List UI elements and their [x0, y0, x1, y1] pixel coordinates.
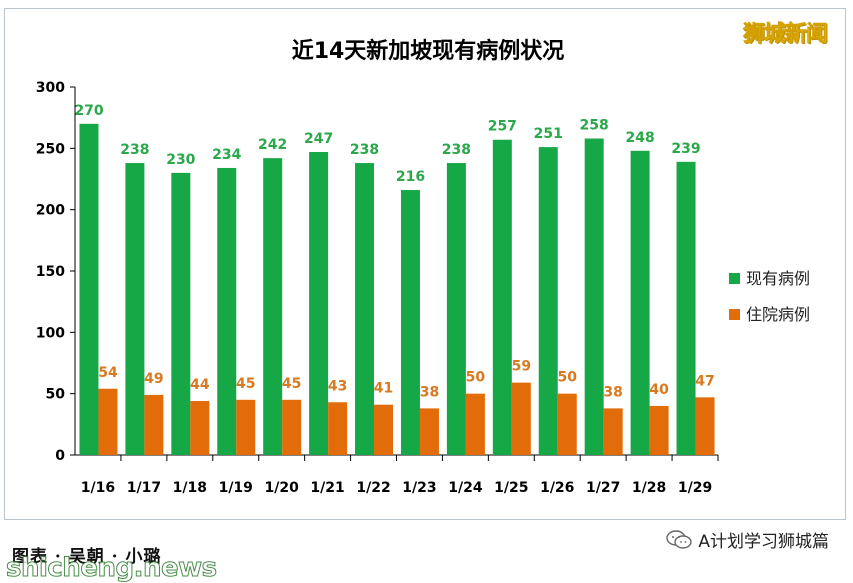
x-tick-label: 1/20 — [265, 480, 300, 496]
bar-current-cases — [171, 172, 191, 455]
y-tick-label: 100 — [36, 325, 65, 341]
data-label-current-cases: 216 — [396, 169, 425, 185]
x-tick-label: 1/22 — [356, 480, 390, 496]
bar-current-cases — [263, 158, 283, 455]
bar-hospitalized — [144, 394, 164, 455]
data-label-current-cases: 242 — [258, 137, 287, 153]
bar-current-cases — [125, 163, 145, 455]
data-label-current-cases: 230 — [166, 152, 195, 168]
brand-logo: 狮城新闻 — [742, 22, 829, 48]
y-tick-label: 300 — [36, 80, 65, 96]
wechat-icon — [666, 529, 693, 549]
x-tick-label: 1/18 — [173, 480, 207, 496]
data-label-hospitalized: 38 — [603, 384, 622, 400]
bar-current-cases — [630, 150, 650, 455]
x-tick-label: 1/25 — [494, 480, 528, 496]
bar-hospitalized — [603, 408, 623, 455]
bar-hospitalized — [511, 382, 531, 455]
data-label-hospitalized: 44 — [190, 377, 210, 393]
data-label-current-cases: 257 — [488, 119, 517, 135]
data-label-hospitalized: 40 — [649, 382, 669, 398]
data-label-current-cases: 251 — [534, 126, 563, 142]
data-label-current-cases: 239 — [671, 141, 700, 157]
bar-hospitalized — [98, 388, 118, 455]
bar-current-cases — [309, 152, 329, 455]
data-label-hospitalized: 47 — [695, 373, 714, 389]
y-axis: 0 50 100 150 200 250 300 — [36, 80, 76, 464]
bar-current-cases — [355, 163, 375, 455]
data-label-hospitalized: 38 — [420, 384, 439, 400]
x-tick-label: 1/16 — [81, 480, 115, 496]
bar-hospitalized — [649, 405, 669, 455]
data-label-current-cases: 238 — [350, 142, 379, 158]
wechat-source: A计划学习狮城篇 — [666, 527, 829, 552]
data-label-hospitalized: 54 — [98, 365, 118, 381]
data-label-current-cases: 248 — [625, 130, 654, 146]
y-tick-label: 0 — [55, 448, 65, 464]
bar-hospitalized — [695, 397, 715, 455]
data-label-hospitalized: 45 — [282, 376, 301, 392]
data-label-hospitalized: 59 — [512, 359, 531, 375]
footer-credit: 图表 · 吴朝 · 小璐 — [12, 547, 162, 567]
data-labels: 270 54 238 49 230 44 234 45 242 45 247 43 238 41 216 38… — [74, 103, 714, 401]
bar-current-cases — [492, 139, 512, 455]
bar-current-cases — [79, 123, 99, 456]
y-tick-label: 250 — [36, 141, 65, 157]
bar-current-cases — [446, 163, 466, 455]
legend-swatch — [729, 273, 740, 284]
bar-current-cases — [217, 167, 237, 455]
data-label-hospitalized: 49 — [144, 371, 163, 387]
bars — [79, 123, 715, 456]
y-tick-label: 50 — [46, 387, 66, 403]
bar-current-cases — [584, 138, 604, 455]
x-tick-label: 1/23 — [402, 480, 436, 496]
data-label-current-cases: 238 — [120, 142, 149, 158]
x-tick-label: 1/17 — [127, 480, 161, 496]
bar-hospitalized — [328, 402, 348, 455]
bar-current-cases — [676, 161, 696, 455]
y-tick-label: 200 — [36, 203, 65, 219]
data-label-current-cases: 247 — [304, 131, 333, 147]
x-axis: 1/16 1/17 1/18 1/19 1/20 1/21 1/22 1/23 1/24 1/25… — [75, 454, 719, 496]
data-label-current-cases: 258 — [580, 118, 609, 134]
x-tick-label: 1/27 — [586, 480, 620, 496]
data-label-hospitalized: 43 — [328, 378, 347, 394]
legend-swatch — [729, 309, 740, 320]
bar-current-cases — [538, 147, 558, 455]
site-watermark: shicheng.news — [6, 553, 218, 583]
bar-hospitalized — [282, 399, 302, 455]
data-label-hospitalized: 45 — [236, 376, 255, 392]
bar-hospitalized — [236, 399, 256, 455]
data-label-current-cases: 270 — [74, 103, 103, 119]
wechat-source-label: A计划学习狮城篇 — [698, 532, 829, 552]
data-label-hospitalized: 50 — [466, 370, 486, 386]
data-label-current-cases: 238 — [442, 142, 471, 158]
data-label-hospitalized: 41 — [374, 381, 393, 397]
x-tick-label: 1/29 — [678, 480, 712, 496]
y-tick-label: 150 — [36, 264, 65, 280]
x-tick-label: 1/28 — [632, 480, 666, 496]
legend-label: 现有病例 — [746, 269, 810, 288]
x-tick-label: 1/21 — [310, 480, 344, 496]
x-tick-label: 1/26 — [540, 480, 574, 496]
chart-title: 近14天新加坡现有病例状况 — [292, 38, 565, 64]
bar-hospitalized — [557, 393, 577, 455]
legend-label: 住院病例 — [746, 305, 810, 324]
bar-hospitalized — [465, 393, 485, 455]
bar-hospitalized — [374, 404, 394, 455]
bar-hospitalized — [190, 401, 210, 455]
x-tick-label: 1/19 — [219, 480, 253, 496]
data-label-current-cases: 234 — [212, 147, 241, 163]
data-label-hospitalized: 50 — [558, 370, 578, 386]
bar-hospitalized — [419, 408, 439, 455]
x-tick-label: 1/24 — [448, 480, 483, 496]
bar-current-cases — [400, 190, 420, 456]
